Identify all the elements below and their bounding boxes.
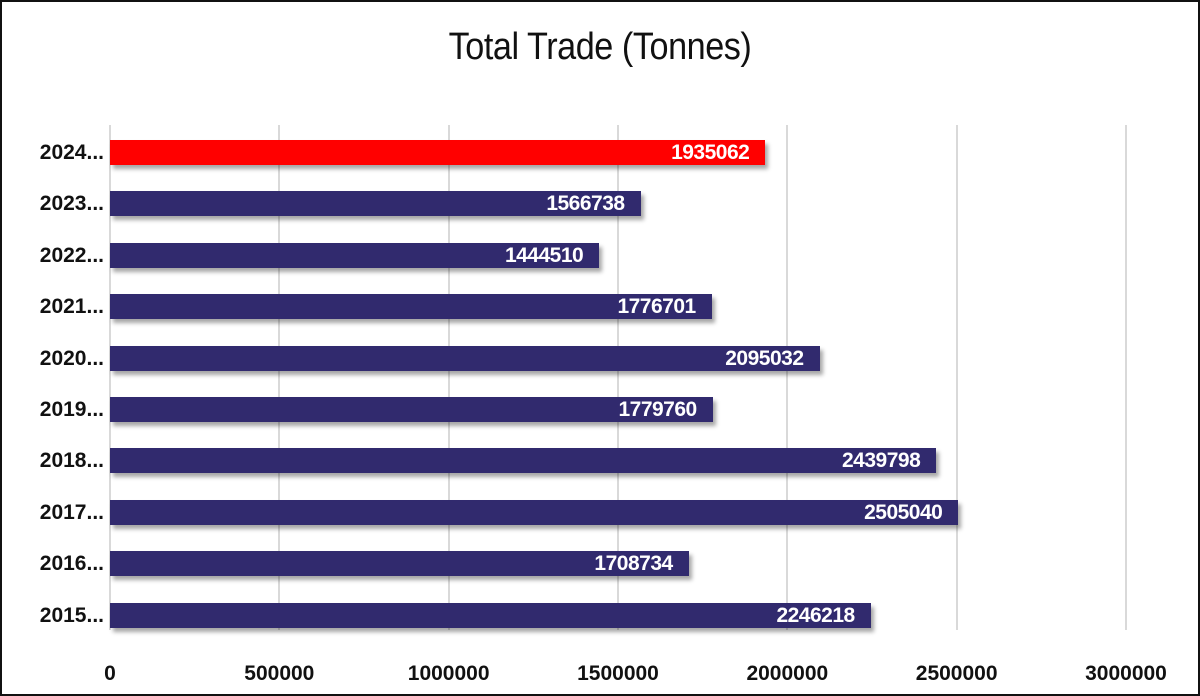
chart-title: Total Trade (Tonnes) <box>448 26 752 68</box>
bar-value-label: 2439798 <box>842 449 921 473</box>
bar[interactable]: 1776701 <box>110 294 712 320</box>
bar-value-label: 2505040 <box>864 500 943 524</box>
x-tick-label: 1500000 <box>577 662 659 685</box>
x-tick-label: 0 <box>104 662 116 685</box>
y-category-label: 2017... <box>39 500 104 524</box>
bar-row: 2439798 <box>110 448 937 474</box>
gridline <box>1125 125 1127 630</box>
y-category-label: 2016... <box>39 552 104 576</box>
y-category-label: 2018... <box>39 449 104 473</box>
bar[interactable]: 2505040 <box>110 499 959 525</box>
y-category-label: 2022... <box>39 243 104 267</box>
bar[interactable]: 1708734 <box>110 551 689 577</box>
bar[interactable]: 1779760 <box>110 397 713 422</box>
bar-value-label: 1779760 <box>618 398 697 421</box>
bar[interactable]: 1935062 <box>110 140 766 165</box>
x-tick-label: 1000000 <box>407 662 490 685</box>
bar[interactable]: 1566738 <box>110 191 641 217</box>
gridline <box>786 125 789 630</box>
bar-value-label: 1566738 <box>546 192 625 216</box>
bar-value-label: 2246218 <box>776 603 855 627</box>
y-category-label: 2015... <box>39 603 104 627</box>
y-category-label: 2023... <box>39 192 104 216</box>
bar-value-label: 2095032 <box>725 346 804 370</box>
bar-value-label: 1935062 <box>671 141 750 164</box>
bar-value-label: 1708734 <box>594 552 673 576</box>
bar-row: 1566738 <box>110 191 641 217</box>
y-category-label: 2021... <box>39 295 104 319</box>
bar-row: 1776701 <box>110 294 712 320</box>
bar-row: 1708734 <box>110 551 689 577</box>
gridline <box>278 125 281 630</box>
bar-row: 2246218 <box>110 602 871 628</box>
bar-value-label: 1444510 <box>504 243 584 267</box>
bar-row: 2095032 <box>110 345 820 371</box>
x-tick-label: 3000000 <box>1085 662 1167 685</box>
y-category-label: 2024... <box>39 141 104 164</box>
y-category-label: 2020... <box>39 346 104 370</box>
x-tick-label: 500000 <box>244 662 315 685</box>
gridline <box>447 125 450 630</box>
bar-row: 1444510 <box>110 242 600 268</box>
bar-row: 2505040 <box>110 499 959 525</box>
gridline <box>955 125 958 630</box>
bar[interactable]: 2246218 <box>110 602 871 628</box>
gridline <box>617 125 619 630</box>
bar[interactable]: 2095032 <box>110 345 820 371</box>
bar[interactable]: 1444510 <box>110 242 600 268</box>
bar-row: 1935062 <box>110 140 766 165</box>
x-tick-label: 2000000 <box>746 662 829 685</box>
bar-row: 1779760 <box>110 397 713 422</box>
x-tick-label: 2500000 <box>915 662 998 685</box>
plot-area: 1935062 1566738 1444510 1776701 2095032 17797… <box>109 125 1127 630</box>
bar[interactable]: 2439798 <box>110 448 937 474</box>
bar-value-label: 1776701 <box>617 295 696 319</box>
y-category-label: 2019... <box>39 398 104 421</box>
gridline <box>109 125 111 630</box>
